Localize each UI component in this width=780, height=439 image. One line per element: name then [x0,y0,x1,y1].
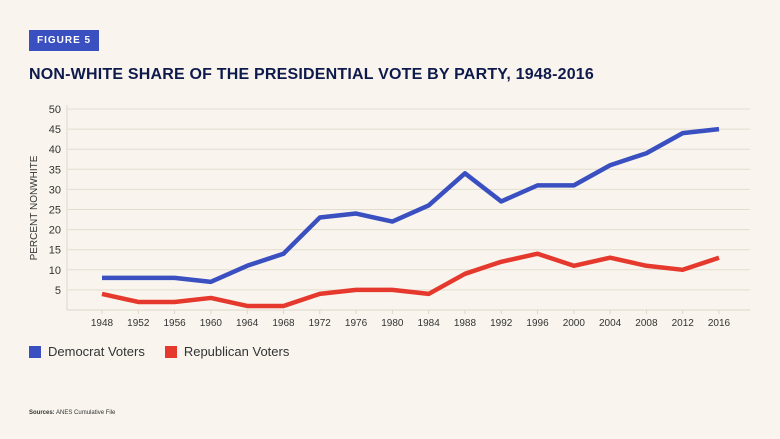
legend-item-republican: Republican Voters [164,344,290,359]
chart-title: NON-WHITE SHARE OF THE PRESIDENTIAL VOTE… [29,66,594,83]
x-tick-label: 2000 [563,318,586,329]
source-label: Sources: [29,410,55,416]
y-tick-label: 25 [49,205,61,217]
y-axis-label: PERCENT NONWHITE [29,155,40,260]
y-tick-label: 5 [55,285,61,297]
x-tick-label: 1952 [127,318,150,329]
x-tick-label: 1964 [236,318,259,329]
y-tick-label: 10 [49,265,61,277]
y-tick-label: 35 [49,164,61,176]
x-tick-label: 2012 [672,318,695,329]
x-tick-label: 1948 [91,318,114,329]
x-tick-label: 1976 [345,318,368,329]
x-tick-label: 1988 [454,318,477,329]
x-tick-label: 1980 [381,318,404,329]
legend-label: Democrat Voters [48,344,145,359]
y-tick-label: 20 [49,225,61,237]
source-text: ANES Cumulative File [56,410,116,416]
x-tick-label: 1956 [163,318,186,329]
series-line-democrat [102,126,720,285]
y-tick-label: 50 [49,104,61,116]
legend-swatch [164,345,177,358]
legend-label: Republican Voters [183,344,290,359]
figure-badge: FIGURE 5 [29,30,100,51]
x-tick-label: 2004 [599,318,622,329]
y-tick-label: 15 [49,245,61,257]
x-tick-label: 1984 [418,318,441,329]
x-tick-label: 1996 [526,318,549,329]
source-note: Sources: ANES Cumulative File [29,410,115,416]
legend: Democrat Voters Republican Voters [29,344,289,359]
legend-swatch [29,345,41,358]
x-tick-label: 1972 [309,318,332,329]
legend-item-democrat: Democrat Voters [29,344,145,359]
y-tick-label: 30 [49,184,61,196]
y-tick-label: 40 [49,144,61,156]
series-line-republican [101,251,720,309]
y-tick-label: 45 [49,124,61,136]
x-tick-label: 1968 [272,318,295,329]
x-tick-label: 2016 [708,318,731,329]
x-tick-label: 2008 [635,318,658,329]
x-tick-label: 1960 [200,318,223,329]
x-tick-label: 1992 [490,318,513,329]
